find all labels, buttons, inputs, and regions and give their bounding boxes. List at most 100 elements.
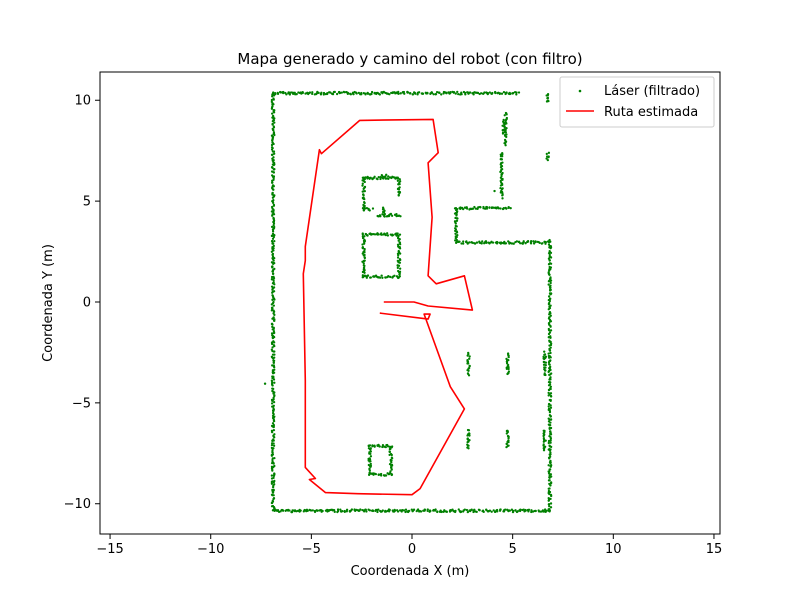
laser-point [378,445,381,448]
laser-point [499,170,502,174]
laser-point [361,184,364,187]
laser-point [466,510,469,514]
laser-point [501,129,504,132]
laser-point [381,444,385,447]
laser-point [299,509,302,512]
laser-point [500,174,503,178]
laser-point [381,210,385,214]
laser-point [404,510,407,514]
laser-point [271,230,275,233]
laser-point [547,272,550,275]
laser-point [270,474,274,477]
laser-point [504,144,507,147]
laser-point [271,298,274,301]
laser-point [402,509,406,512]
laser-point [271,384,274,387]
y-tick-label: 5 [83,195,91,210]
laser-point [549,314,552,317]
laser-point [273,344,276,348]
laser-point [367,508,370,511]
laser-point [527,508,531,511]
laser-point [333,508,336,512]
laser-point [369,447,372,450]
laser-point [468,241,471,244]
laser-point [270,234,274,238]
laser-point [272,327,275,330]
laser-point [369,462,372,465]
laser-point [502,118,505,122]
legend-label-laser: Láser (filtrado) [604,84,700,99]
laser-point [428,509,432,512]
laser-point [369,460,372,463]
laser-point [453,207,457,210]
laser-point [368,471,371,475]
laser-point [363,180,366,184]
laser-point [373,175,376,178]
laser-point [495,508,499,512]
laser-point [499,176,503,179]
laser-point [331,92,335,96]
laser-point [271,336,275,340]
laser-point [455,219,459,222]
laser-point [367,473,371,476]
laser-point [426,509,429,513]
laser-point [454,227,457,230]
laser-point [272,204,276,207]
laser-point [549,439,552,442]
laser-point [270,431,274,434]
laser-point [544,369,547,372]
laser-point [379,473,382,476]
laser-point [320,91,323,94]
laser-point [515,510,519,514]
laser-point [311,92,314,96]
chart-title: Mapa generado y camino del robot (con fi… [237,50,582,68]
laser-point [532,242,536,245]
laser-point [481,240,484,243]
y-tick-label: 0 [83,295,91,310]
laser-point [548,301,551,305]
laser-point [502,207,505,211]
laser-point [475,241,479,244]
laser-point [532,240,535,243]
laser-point [486,92,490,95]
laser-point [390,459,393,462]
laser-point [322,93,325,96]
laser-point [400,510,403,513]
laser-point [504,206,507,210]
laser-point [272,178,275,181]
y-tick-label: 10 [74,94,91,109]
laser-point [363,256,367,260]
laser-point [503,114,506,117]
y-axis-label: Coordenada Y (m) [41,244,56,362]
laser-point [469,509,472,512]
laser-point [491,241,495,244]
laser-point [485,207,489,210]
laser-point [273,256,276,260]
laser-point [272,249,275,252]
laser-point [547,405,550,408]
laser-point [272,396,275,399]
laser-point [390,473,393,477]
laser-point [460,242,463,245]
laser-point [480,92,483,95]
laser-point [504,119,507,122]
laser-point [273,298,276,301]
laser-point [549,473,553,476]
laser-point [548,444,551,447]
laser-point [390,214,394,217]
laser-point [390,445,394,448]
laser-point [465,207,469,210]
laser-point [393,176,396,179]
laser-point [548,403,551,406]
laser-point [467,374,471,377]
laser-point [361,246,365,249]
laser-point [273,152,276,155]
laser-point [549,426,553,430]
laser-point [363,259,366,262]
y-tick-label: −5 [72,396,91,411]
laser-point [504,131,508,134]
laser-point [547,370,550,374]
laser-point [386,232,389,235]
laser-point [271,95,274,98]
laser-point [549,493,553,497]
